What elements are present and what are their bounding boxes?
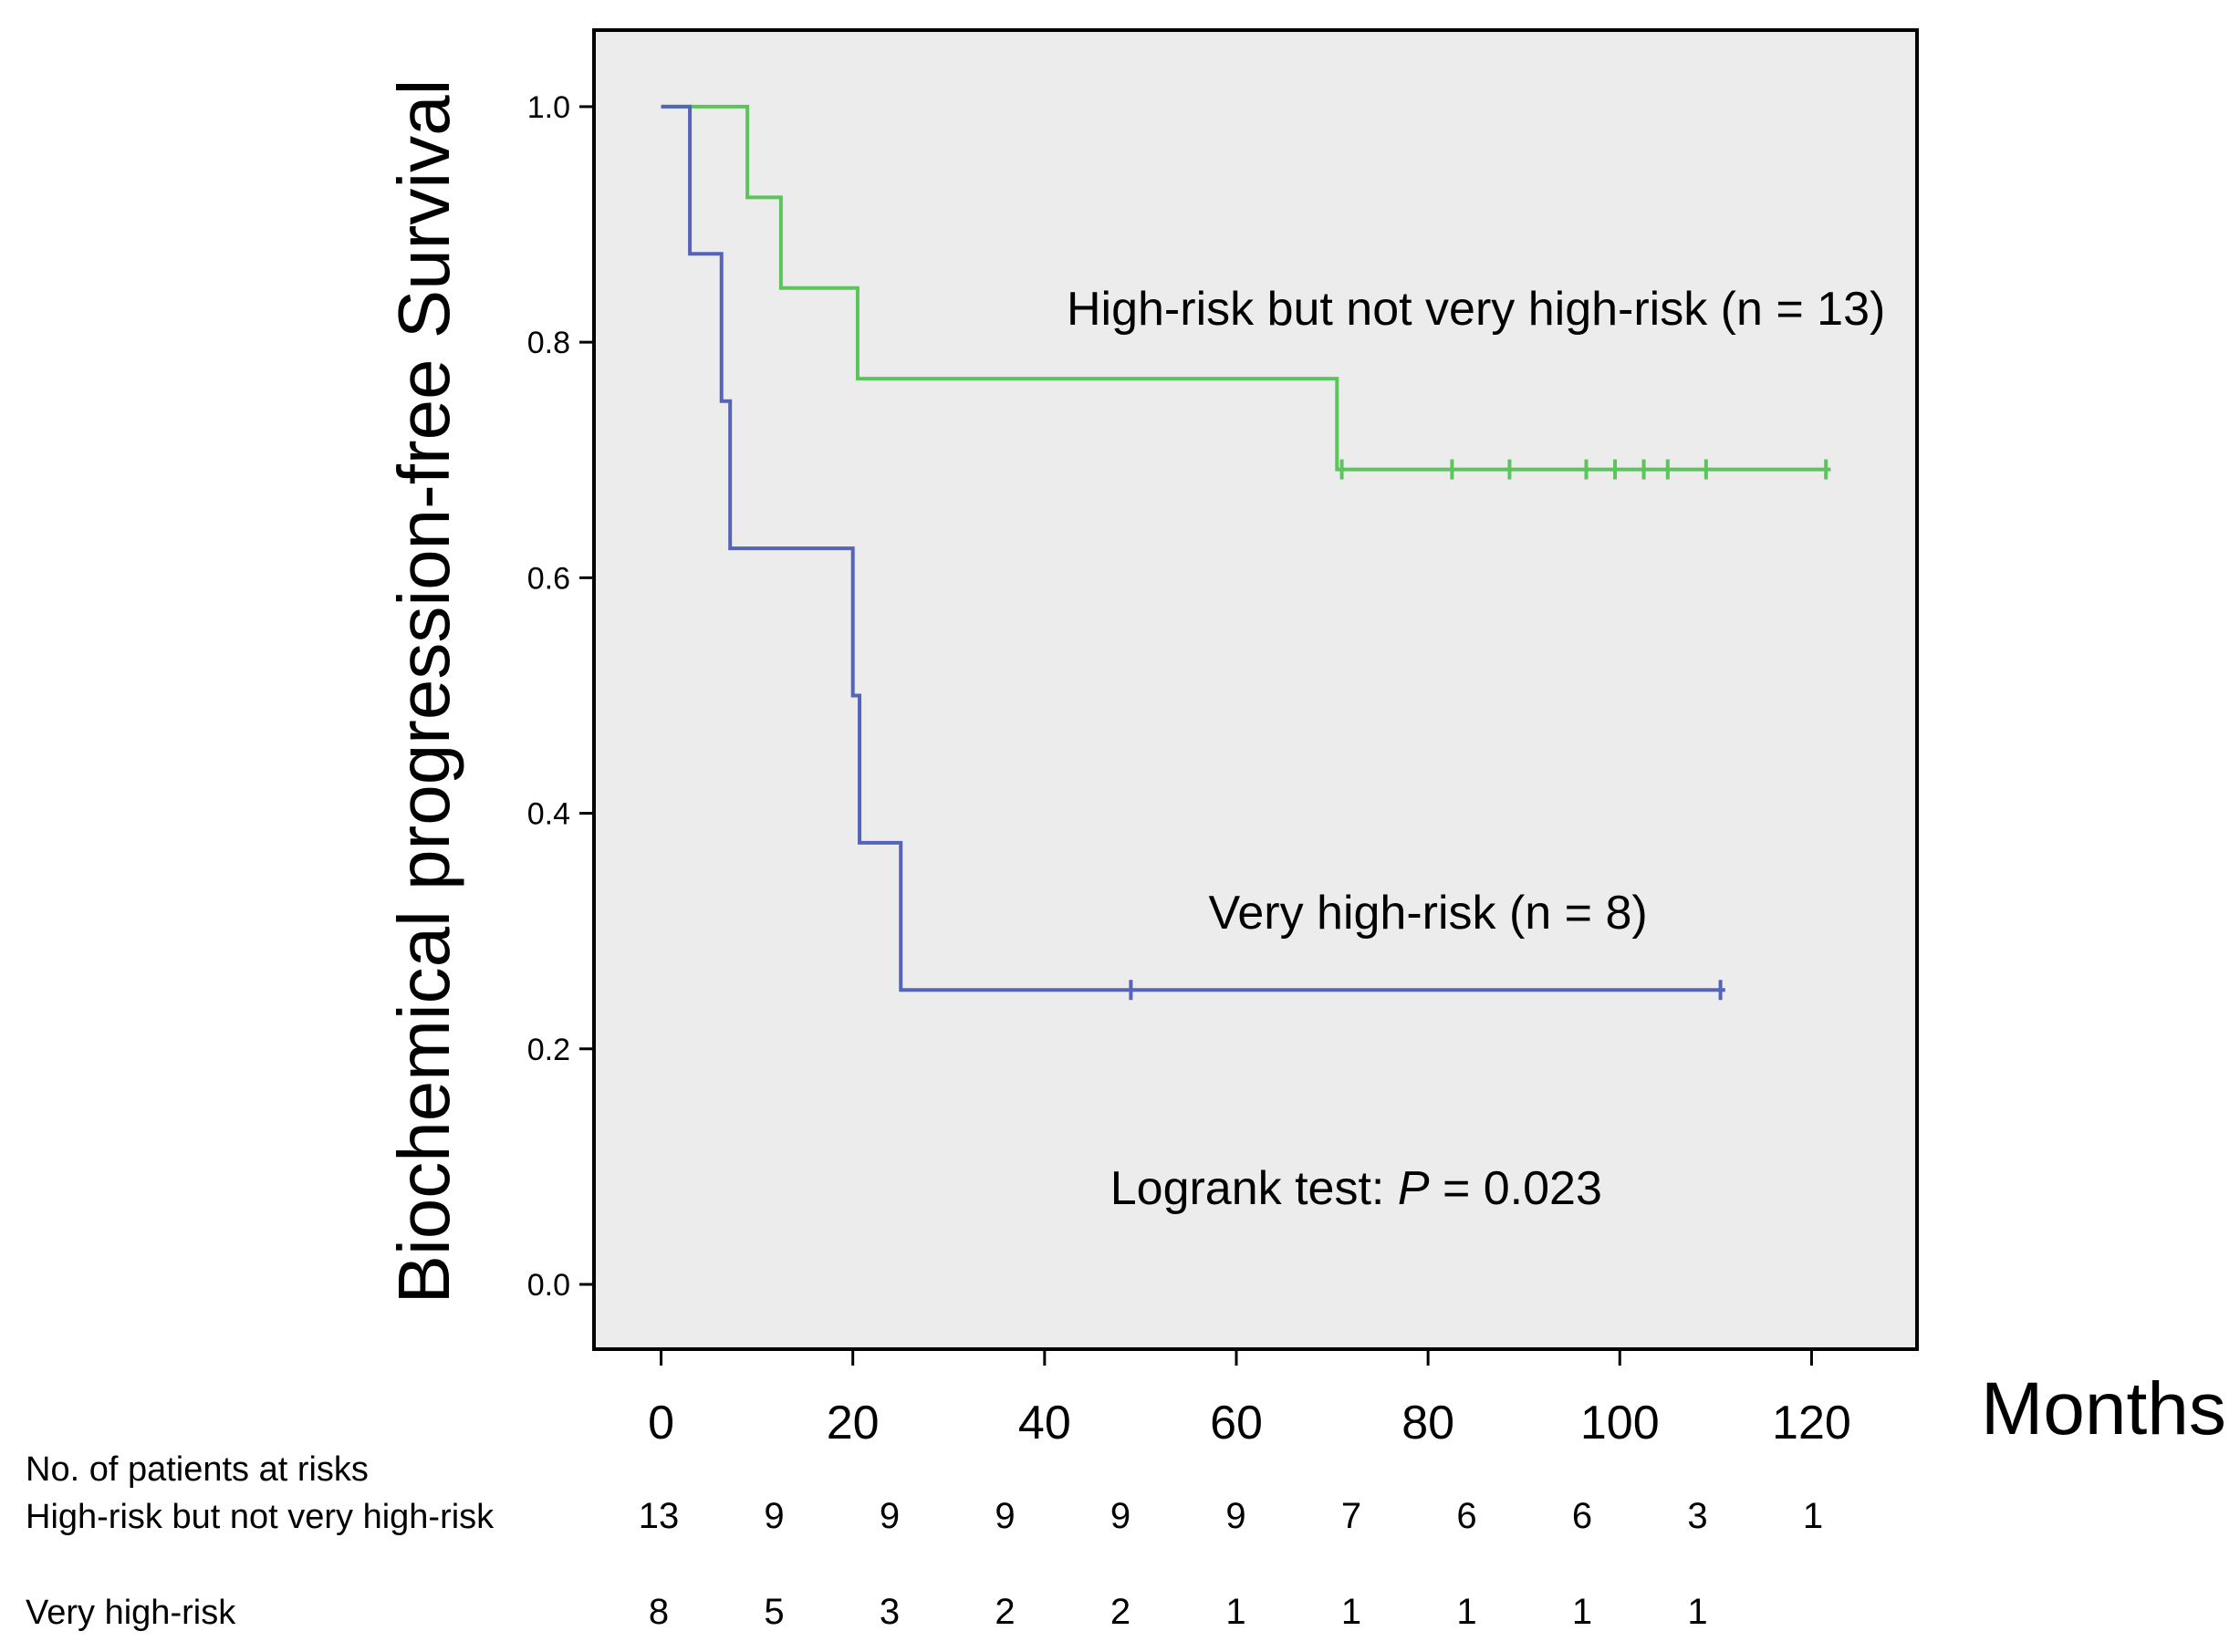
x-tick-label: 60 xyxy=(1210,1397,1263,1449)
risk-cell: 6 xyxy=(1572,1496,1592,1536)
series-line-1 xyxy=(661,104,1725,992)
y-tick-label: 0.4 xyxy=(527,797,570,832)
risk-cell: 1 xyxy=(1341,1592,1361,1632)
y-tick-label: 0.0 xyxy=(527,1268,570,1303)
risk-cell: 9 xyxy=(995,1496,1015,1536)
y-tick-label: 0.2 xyxy=(527,1033,570,1067)
risk-row-label: Very high-risk xyxy=(26,1594,236,1632)
logrank-annotation: Logrank test: P = 0.023 xyxy=(1110,1162,1602,1215)
risk-cell: 3 xyxy=(880,1592,900,1632)
risk-cell: 2 xyxy=(1110,1592,1130,1632)
x-tick-label: 80 xyxy=(1401,1397,1454,1449)
risk-cell: 9 xyxy=(1110,1496,1130,1536)
x-axis-title: Months xyxy=(1981,1367,2226,1450)
risk-cell: 3 xyxy=(1687,1496,1707,1536)
risk-cell: 5 xyxy=(764,1592,784,1632)
risk-cell: 13 xyxy=(639,1496,680,1536)
x-tick-label: 40 xyxy=(1018,1397,1071,1449)
risk-cell: 8 xyxy=(649,1592,669,1632)
series-label-1: Very high-risk (n = 8) xyxy=(1209,887,1648,940)
x-tick-label: 20 xyxy=(827,1397,880,1449)
y-tick-label: 1.0 xyxy=(527,90,570,125)
risk-cell: 6 xyxy=(1456,1496,1476,1536)
risk-cell: 9 xyxy=(1225,1496,1245,1536)
y-tick-label: 0.8 xyxy=(527,326,570,360)
risk-cell: 7 xyxy=(1341,1496,1361,1536)
series-label-0: High-risk but not very high-risk (n = 13… xyxy=(1067,283,1885,336)
y-axis-title: Biochemical progression-free Survival xyxy=(383,79,464,1304)
risk-cell: 9 xyxy=(880,1496,900,1536)
risk-cell: 9 xyxy=(764,1496,784,1536)
risk-cell: 1 xyxy=(1225,1592,1245,1632)
risk-cell: 1 xyxy=(1456,1592,1476,1632)
series-line-0 xyxy=(661,104,1831,472)
risk-cell: 1 xyxy=(1687,1592,1707,1632)
x-tick-label: 120 xyxy=(1772,1397,1851,1449)
risk-row-label: High-risk but not very high-risk xyxy=(26,1498,495,1536)
y-tick-label: 0.6 xyxy=(527,561,570,596)
x-tick-label: 100 xyxy=(1580,1397,1660,1449)
risk-cell: 2 xyxy=(995,1592,1015,1632)
risk-cell: 1 xyxy=(1572,1592,1592,1632)
x-tick-label: 0 xyxy=(648,1397,674,1449)
plot-area xyxy=(592,28,1919,1351)
risk-cell: 1 xyxy=(1803,1496,1823,1536)
risk-table-title: No. of patients at risks xyxy=(26,1450,369,1489)
